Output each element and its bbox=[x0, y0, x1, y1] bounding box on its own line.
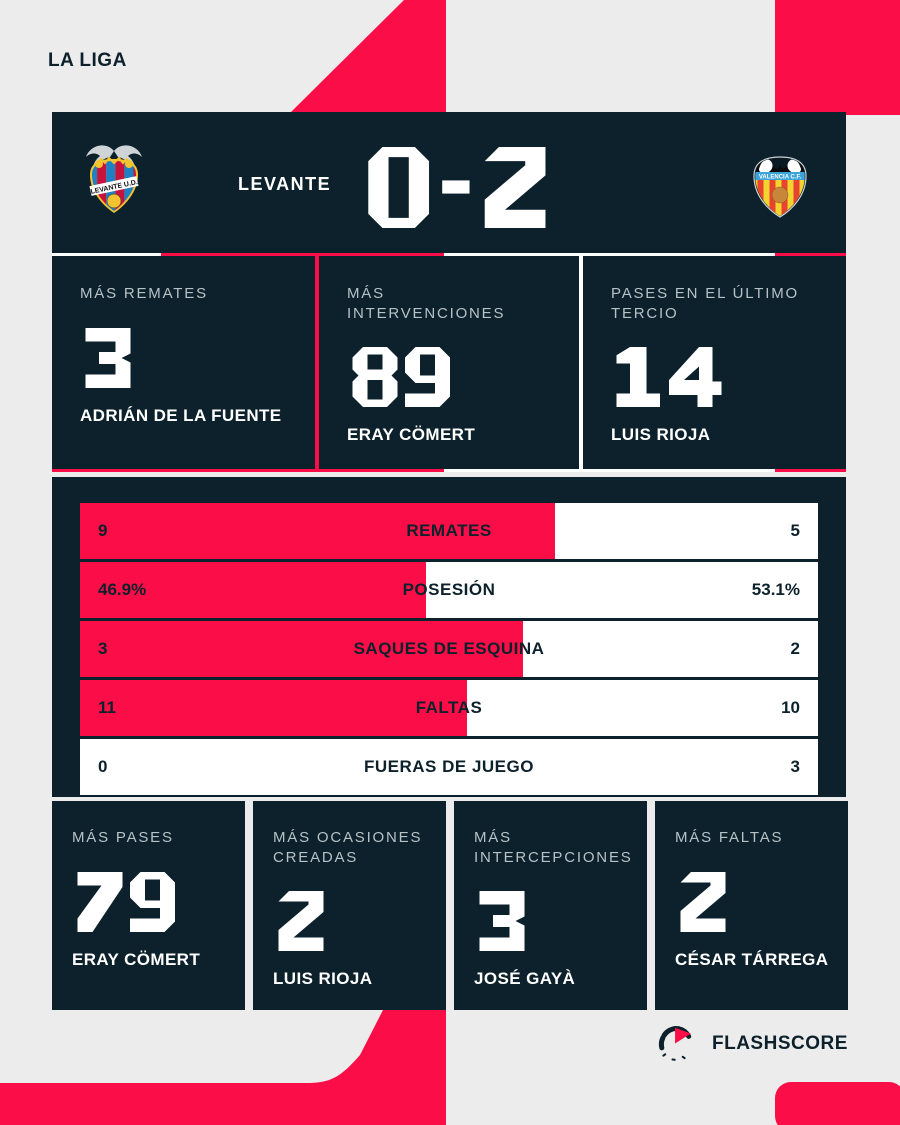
svg-text:VALENCIA C.F.: VALENCIA C.F. bbox=[759, 175, 802, 181]
